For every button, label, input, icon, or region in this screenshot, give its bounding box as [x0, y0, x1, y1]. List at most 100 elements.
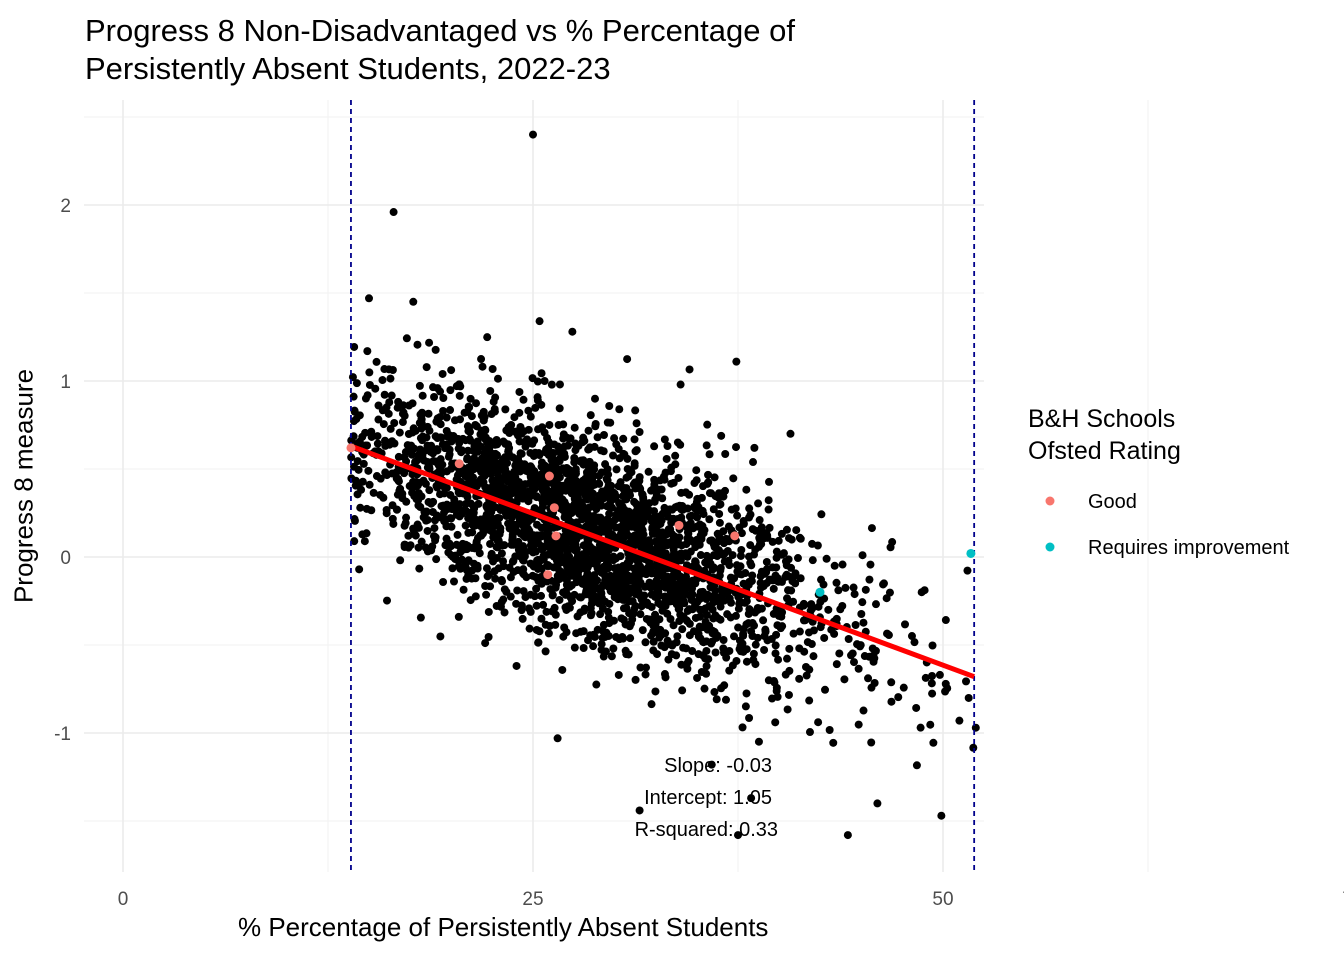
school-point — [459, 585, 468, 594]
school-point — [586, 411, 595, 420]
school-point — [622, 473, 631, 482]
school-point — [666, 528, 675, 537]
school-point — [732, 561, 741, 570]
school-point — [374, 415, 383, 424]
school-point — [625, 557, 634, 566]
school-point — [650, 442, 659, 451]
school-point — [835, 649, 844, 658]
school-point — [624, 650, 633, 659]
school-point — [363, 391, 372, 400]
school-point — [461, 521, 470, 530]
school-point — [463, 454, 472, 463]
school-point — [702, 595, 711, 604]
school-point — [521, 442, 530, 451]
school-point — [425, 338, 434, 347]
school-point — [554, 442, 563, 451]
school-point — [422, 516, 431, 525]
school-point — [692, 476, 701, 485]
school-point — [787, 563, 796, 572]
school-point — [715, 509, 724, 518]
school-point — [486, 539, 495, 548]
school-point — [495, 459, 504, 468]
school-point — [620, 484, 629, 493]
school-point — [615, 566, 624, 575]
school-point — [664, 655, 673, 664]
school-point — [808, 556, 817, 565]
school-point — [677, 505, 686, 514]
school-point — [382, 596, 391, 605]
r-squared-annotation: R-squared: 0.33 — [634, 819, 778, 841]
school-point — [562, 605, 571, 614]
school-point — [497, 488, 506, 497]
school-point — [413, 520, 422, 529]
school-point — [601, 647, 610, 656]
outlier-points — [350, 130, 980, 840]
school-point — [541, 530, 550, 539]
school-point — [567, 481, 576, 490]
school-point — [409, 482, 418, 491]
school-point — [796, 574, 805, 583]
school-point — [421, 543, 430, 552]
school-point — [537, 462, 546, 471]
school-point — [854, 664, 863, 673]
school-point — [382, 471, 391, 480]
school-point — [817, 575, 826, 584]
school-point — [696, 551, 705, 560]
school-point — [473, 564, 482, 573]
school-point — [741, 569, 750, 578]
school-point — [883, 629, 892, 638]
school-point — [490, 567, 499, 576]
legend-key-requires-improvement — [1045, 542, 1055, 552]
school-point — [851, 621, 860, 630]
school-point — [407, 450, 416, 459]
school-point — [725, 666, 734, 675]
school-point — [600, 545, 609, 554]
school-point — [711, 648, 720, 657]
school-point — [762, 557, 771, 566]
school-point — [575, 593, 584, 602]
school-point — [825, 726, 834, 734]
school-point — [784, 690, 793, 699]
school-point — [759, 616, 768, 625]
school-point — [590, 591, 599, 600]
school-point — [455, 512, 464, 521]
school-point — [651, 523, 660, 532]
school-point — [578, 502, 587, 511]
school-point — [814, 602, 823, 611]
school-point — [442, 522, 451, 531]
school-point — [814, 718, 823, 727]
school-point — [428, 507, 437, 516]
school-point — [604, 481, 613, 490]
school-point — [912, 761, 921, 770]
school-point — [692, 563, 701, 572]
school-point — [537, 470, 546, 479]
school-point — [524, 497, 533, 506]
school-point — [748, 525, 757, 534]
school-point — [676, 556, 685, 565]
school-point — [745, 713, 754, 722]
school-point — [651, 687, 660, 696]
school-point — [653, 650, 662, 659]
school-point — [497, 481, 506, 490]
school-point — [462, 574, 471, 583]
school-point — [609, 616, 618, 625]
school-point — [713, 552, 722, 561]
outlier-point — [879, 579, 888, 588]
school-point — [859, 618, 868, 627]
school-point — [512, 599, 521, 608]
school-point — [521, 593, 530, 602]
school-point — [606, 587, 615, 596]
school-point — [836, 605, 845, 614]
school-point — [558, 485, 567, 494]
school-point — [769, 584, 778, 593]
school-point — [713, 538, 722, 547]
school-point — [610, 434, 619, 443]
school-point — [745, 513, 754, 522]
school-point — [527, 542, 536, 551]
school-point — [579, 644, 588, 653]
school-point — [386, 374, 395, 383]
school-point — [722, 534, 731, 543]
school-point — [754, 499, 763, 508]
school-point — [448, 564, 457, 573]
school-point — [482, 590, 491, 599]
